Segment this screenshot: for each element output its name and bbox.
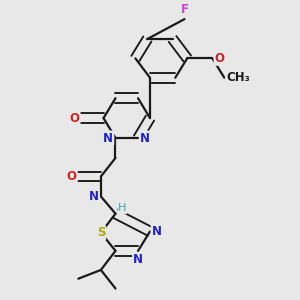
Text: N: N (133, 254, 143, 266)
Text: N: N (152, 225, 162, 238)
Text: H: H (118, 203, 127, 213)
Text: CH₃: CH₃ (226, 71, 250, 84)
Text: N: N (103, 131, 113, 145)
Text: S: S (97, 226, 105, 239)
Text: F: F (181, 3, 188, 16)
Text: O: O (67, 170, 77, 183)
Text: O: O (214, 52, 224, 65)
Text: N: N (140, 131, 150, 145)
Text: O: O (69, 112, 80, 124)
Text: N: N (89, 190, 99, 203)
